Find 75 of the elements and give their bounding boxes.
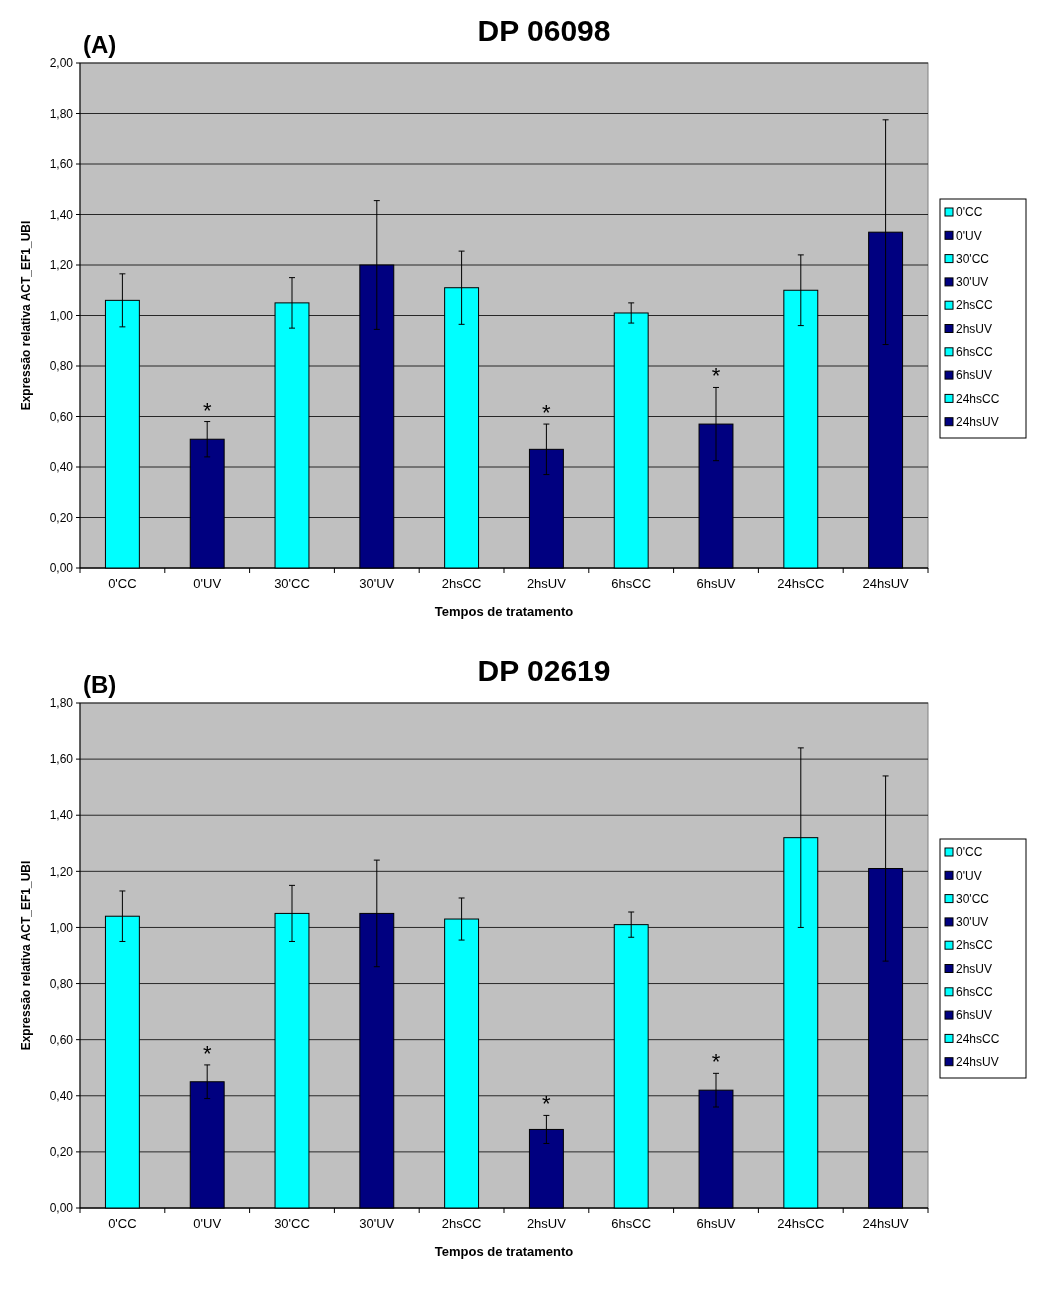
legend-label: 0'UV — [956, 868, 982, 883]
x-tick-label: 30'UV — [359, 576, 395, 591]
annotation: * — [711, 1049, 721, 1075]
legend-label: 24hsUV — [956, 1054, 999, 1069]
x-tick-label: 6hsUV — [696, 1216, 736, 1231]
annotation: * — [711, 363, 721, 389]
x-tick-label: 24hsUV — [862, 576, 910, 591]
x-axis-title: Tempos de tratamento — [434, 604, 574, 619]
y-tick-label: 0,20 — [49, 1145, 74, 1160]
y-tick-label: 1,40 — [49, 808, 74, 823]
y-tick-label: 1,00 — [49, 308, 74, 323]
y-tick-label: 0,40 — [49, 1088, 74, 1103]
y-tick-label: 0,00 — [49, 561, 74, 576]
y-tick-label: 0,40 — [49, 460, 74, 475]
legend-label: 2hsUV — [956, 321, 993, 336]
y-tick-label: 0,80 — [49, 359, 74, 374]
y-tick-label: 0,80 — [49, 976, 74, 991]
legend-label: 30'CC — [956, 251, 990, 266]
legend-label: 24hsUV — [956, 414, 999, 429]
x-tick-label: 0'UV — [193, 576, 222, 591]
y-tick-label: 1,80 — [49, 696, 74, 711]
y-tick-label: 0,60 — [49, 409, 74, 424]
y-tick-label: 0,00 — [49, 1201, 74, 1216]
x-tick-label: 6hsCC — [611, 1216, 652, 1231]
text: (B) — [83, 671, 117, 698]
legend-label: 24hsCC — [956, 391, 1000, 406]
x-tick-label: 2hsCC — [441, 1216, 482, 1231]
legend-label: 30'CC — [956, 891, 990, 906]
y-tick-label: 0,20 — [49, 510, 74, 525]
legend-label: 6hsCC — [956, 985, 994, 999]
x-tick-label: 0'CC — [108, 1216, 137, 1231]
legend-label: 0'CC — [956, 845, 983, 860]
x-tick-label: 30'UV — [359, 1216, 395, 1231]
x-tick-label: 30'CC — [274, 1216, 310, 1231]
legend-label: 6hsUV — [956, 1008, 993, 1023]
x-tick-label: 24hsUV — [862, 1216, 910, 1231]
y-tick-label: 1,60 — [49, 157, 74, 172]
legend-label: 0'UV — [956, 228, 982, 243]
legend-label: 24hsCC — [956, 1031, 1000, 1046]
legend-label: 6hsUV — [956, 368, 993, 383]
x-tick-label: 2hsUV — [526, 1216, 567, 1231]
chart-title: DP 02619 — [477, 654, 611, 687]
legend-label: 30'UV — [956, 275, 989, 290]
x-axis-title: Tempos de tratamento — [434, 1244, 574, 1259]
x-tick-label: 0'CC — [108, 576, 137, 591]
x-tick-label: 24hsCC — [777, 1216, 825, 1231]
y-axis-title: Expressão relativa ACT_EF1_UBI — [19, 220, 33, 411]
y-tick-label: 2,00 — [49, 56, 74, 71]
x-tick-label: 2hsUV — [526, 576, 567, 591]
y-tick-label: 1,80 — [49, 106, 74, 121]
legend-label: 0'CC — [956, 205, 983, 220]
x-tick-label: 24hsCC — [777, 576, 825, 591]
chart-title: DP 06098 — [477, 14, 611, 47]
y-tick-label: 1,40 — [49, 207, 74, 222]
y-tick-label: 0,60 — [49, 1032, 74, 1047]
x-tick-label: 0'UV — [193, 1216, 222, 1231]
annotation: * — [542, 400, 552, 426]
annotation: * — [202, 397, 212, 423]
y-tick-label: 1,00 — [49, 920, 74, 935]
y-tick-label: 1,60 — [49, 752, 74, 767]
text: (A) — [83, 31, 117, 58]
y-tick-label: 1,20 — [49, 864, 74, 879]
annotation: * — [542, 1091, 552, 1117]
x-tick-label: 30'CC — [274, 576, 310, 591]
x-tick-label: 2hsCC — [441, 576, 482, 591]
legend-label: 2hsCC — [956, 298, 994, 313]
legend-label: 2hsUV — [956, 961, 993, 976]
x-tick-label: 6hsCC — [611, 576, 652, 591]
annotation: * — [202, 1040, 212, 1066]
legend-label: 2hsCC — [956, 938, 994, 953]
legend-label: 30'UV — [956, 915, 989, 930]
x-tick-label: 6hsUV — [696, 576, 736, 591]
y-axis-title: Expressão relativa ACT_EF1_UBI — [19, 860, 33, 1051]
y-tick-label: 1,20 — [49, 258, 74, 273]
legend-label: 6hsCC — [956, 345, 994, 359]
